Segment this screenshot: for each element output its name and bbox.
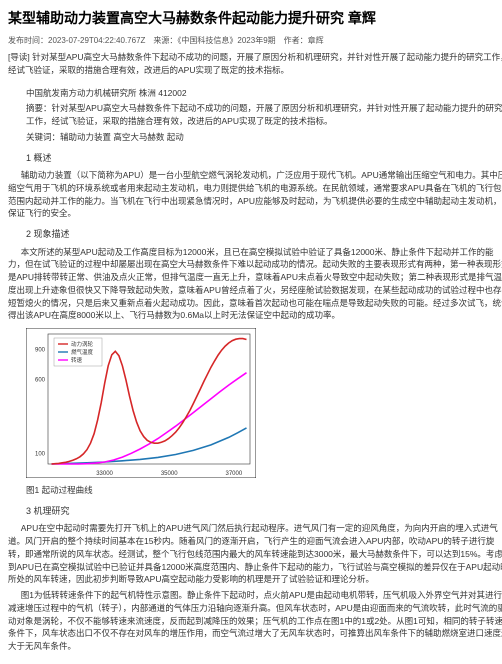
- section-3-p2: 图1为低转转速条件下的起气机特性示意图。静止条件下起动时，点火前APU是由起动电…: [8, 589, 502, 653]
- svg-text:动力涡轮: 动力涡轮: [71, 340, 94, 348]
- svg-text:600: 600: [35, 378, 46, 384]
- keywords: 关键词：辅助动力装置 高空大马赫数 起动: [26, 131, 502, 144]
- svg-text:转速: 转速: [71, 356, 83, 364]
- svg-text:100: 100: [35, 452, 46, 458]
- svg-text:900: 900: [35, 348, 46, 354]
- figure-1: 100 600 900 33000 35000 37000 动力涡轮燃气温度转速: [26, 328, 502, 478]
- figure-1-caption: 图1 起动过程曲线: [26, 484, 502, 497]
- svg-text:37000: 37000: [225, 471, 242, 477]
- affiliation: 中国航发南方动力机械研究所 株洲 412002: [26, 87, 502, 100]
- section-2-title: 2 现象描述: [26, 228, 502, 242]
- abstract: 摘要：针对某型APU高空大马赫数条件下起动不成功的问题，开展了原因分析和机理研究…: [26, 102, 502, 128]
- svg-text:35000: 35000: [161, 471, 178, 477]
- section-1-title: 1 概述: [26, 152, 502, 166]
- lead-abstract: [导读] 针对某型APU高空大马赫数条件下起动不成功的问题，开展了原因分析和机理…: [8, 51, 502, 77]
- page-title: 某型辅助动力装置高空大马赫数条件起动能力提升研究 章辉: [8, 8, 502, 29]
- abstract-text: 针对某型APU高空大马赫数条件下起动不成功的问题，开展了原因分析和机理研究，并针…: [26, 103, 502, 126]
- keywords-text: 辅助动力装置 高空大马赫数 起动: [60, 132, 184, 142]
- section-3-title: 3 机理研究: [26, 505, 502, 519]
- section-3-p1: APU在空中起动时需要先打开飞机上的APU进气风门然后执行起动程序。进气风门有一…: [8, 522, 502, 586]
- svg-text:33000: 33000: [96, 471, 113, 477]
- svg-text:燃气温度: 燃气温度: [71, 348, 94, 356]
- abstract-label: 摘要：: [26, 103, 52, 113]
- section-1-p1: 辅助动力装置（以下简称为APU）是一台小型航空燃气涡轮发动机，广泛应用于现代飞机…: [8, 169, 502, 220]
- pub-meta: 发布时间：2023-07-29T04:22:40.767Z 来源：《中国科技信息…: [8, 35, 502, 47]
- keywords-label: 关键词：: [26, 132, 60, 142]
- startup-curve-chart: 100 600 900 33000 35000 37000 动力涡轮燃气温度转速: [26, 328, 256, 478]
- section-2-p1: 本文所述的某型APU起动及工作高度目标为12000米，且已在高空模拟试验中验证了…: [8, 246, 502, 323]
